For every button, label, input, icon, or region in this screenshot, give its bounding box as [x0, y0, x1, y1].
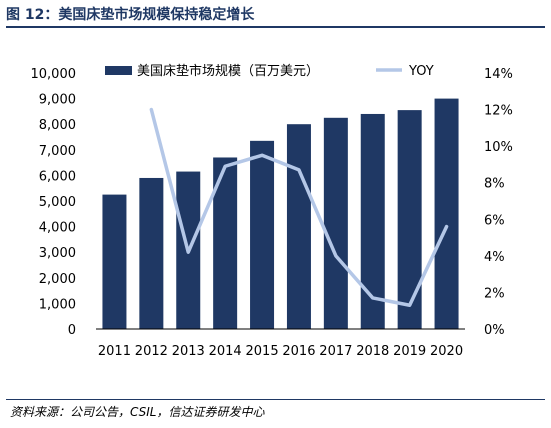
x-tick-label: 2016 [282, 344, 315, 359]
left-y-tick-label: 9,000 [39, 93, 76, 108]
right-y-axis: 0% 2% 4% 6% 8% 10% 12% 14% [484, 67, 513, 338]
bar-series [102, 98, 459, 330]
left-y-tick-label: 10,000 [31, 67, 77, 82]
x-tick-label: 2019 [393, 344, 426, 359]
x-tick-label: 2014 [209, 344, 242, 359]
bar [360, 113, 385, 330]
left-y-axis: 0 1,000 2,000 3,000 4,000 5,000 6,000 7,000 8,00… [31, 67, 77, 338]
title-rule [6, 26, 545, 28]
left-y-tick-label: 6,000 [39, 169, 76, 184]
left-y-tick-label: 5,000 [39, 195, 76, 210]
x-tick-label: 2018 [356, 344, 389, 359]
legend: 美国床垫市场规模（百万美元） YOY [105, 63, 434, 79]
x-tick-label: 2012 [135, 344, 168, 359]
yoy-line [149, 107, 449, 307]
left-y-tick-label: 4,000 [39, 221, 76, 236]
right-y-tick-label: 0% [484, 323, 505, 338]
x-axis-labels: 2011 2012 2013 2014 2015 2016 2017 2018 2019 2020 [98, 344, 463, 359]
right-y-tick-label: 4% [484, 250, 505, 265]
bar [397, 110, 422, 330]
source-rule [6, 399, 545, 400]
bar [102, 194, 127, 329]
x-tick-label: 2013 [172, 344, 205, 359]
legend-bar-label: 美国床垫市场规模（百万美元） [137, 63, 319, 79]
mattress-market-chart: 0 1,000 2,000 3,000 4,000 5,000 6,000 7,000 8,00… [31, 63, 513, 359]
x-tick-label: 2020 [430, 344, 463, 359]
left-y-tick-label: 3,000 [39, 246, 76, 261]
right-y-tick-label: 14% [484, 67, 513, 82]
figure-title: 图 12：美国床垫市场规模保持稳定增长 [6, 7, 255, 23]
right-y-tick-label: 2% [484, 286, 505, 301]
left-y-tick-label: 0 [68, 323, 76, 338]
right-y-tick-label: 6% [484, 213, 505, 228]
bar [250, 140, 275, 329]
bar [434, 98, 459, 329]
source-note: 资料来源：公司公告，CSIL，信达证券研发中心 [10, 405, 265, 419]
left-y-tick-label: 7,000 [39, 144, 76, 159]
x-tick-label: 2017 [319, 344, 352, 359]
right-y-tick-label: 10% [484, 140, 513, 155]
x-tick-label: 2011 [98, 344, 131, 359]
bar [139, 177, 164, 329]
bar [286, 124, 311, 329]
left-y-tick-label: 2,000 [39, 272, 76, 287]
bar [323, 117, 348, 329]
x-tick-label: 2015 [246, 344, 279, 359]
legend-bar-swatch [105, 66, 132, 75]
legend-line-label: YOY [408, 64, 434, 79]
left-y-tick-label: 1,000 [39, 297, 76, 312]
left-y-tick-label: 8,000 [39, 118, 76, 133]
right-y-tick-label: 12% [484, 104, 513, 119]
right-y-tick-label: 8% [484, 177, 505, 192]
